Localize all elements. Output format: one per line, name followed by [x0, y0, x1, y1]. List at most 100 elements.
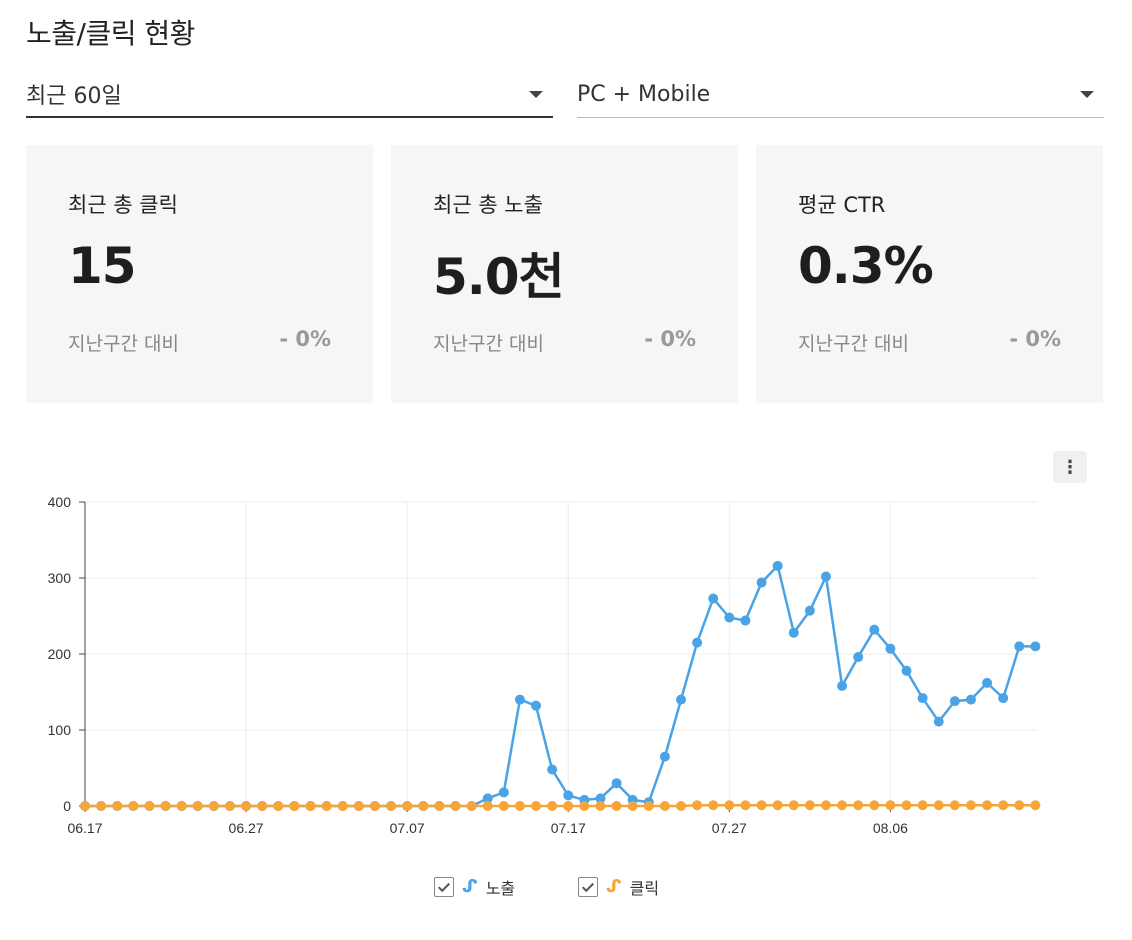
device-select-value: PC + Mobile — [577, 82, 711, 107]
stat-card-ctr: 평균 CTR 0.3% 지난구간 대비 - 0% — [756, 145, 1103, 403]
legend-impressions[interactable]: ᔑ 노출 — [434, 874, 515, 900]
data-point-clicks — [321, 801, 332, 811]
data-point-clicks — [80, 801, 90, 811]
data-point-impressions — [708, 593, 719, 604]
data-point-clicks — [595, 801, 606, 811]
data-point-clicks — [369, 801, 380, 811]
data-point-impressions — [547, 764, 558, 775]
data-point-impressions — [901, 665, 912, 676]
data-point-clicks — [337, 801, 348, 811]
data-point-impressions — [788, 627, 799, 638]
data-point-clicks — [1030, 800, 1041, 811]
line-series-icon: ᔑ — [606, 877, 622, 897]
data-point-clicks — [853, 800, 864, 811]
data-point-clicks — [885, 800, 896, 811]
data-point-impressions — [965, 694, 976, 705]
y-tick-label: 100 — [48, 722, 72, 738]
stat-compare-label: 지난구간 대비 — [798, 333, 909, 355]
data-point-clicks — [498, 801, 509, 811]
data-point-clicks — [692, 800, 703, 811]
data-point-clicks — [627, 801, 638, 811]
stat-delta: - 0% — [1009, 327, 1061, 351]
more-vertical-icon: ⋮ — [1061, 456, 1079, 478]
stat-value: 5.0천 — [433, 248, 565, 306]
data-point-clicks — [450, 801, 461, 811]
stat-label: 평균 CTR — [798, 193, 886, 217]
data-point-impressions — [676, 694, 687, 705]
period-select[interactable]: 최근 60일 — [26, 72, 553, 118]
data-point-clicks — [434, 801, 445, 811]
data-point-impressions — [998, 693, 1009, 704]
series-line-impressions — [85, 564, 1036, 808]
data-point-impressions — [756, 577, 767, 588]
data-point-clicks — [466, 801, 477, 811]
data-point-impressions — [514, 694, 525, 705]
stat-card-impressions: 최근 총 노출 5.0천 지난구간 대비 - 0% — [391, 145, 738, 403]
data-point-clicks — [160, 801, 171, 811]
data-point-clicks — [386, 801, 397, 811]
data-point-clicks — [676, 801, 687, 811]
data-point-clicks — [289, 801, 300, 811]
data-point-impressions — [772, 560, 783, 571]
y-tick-label: 400 — [48, 494, 72, 510]
data-point-clicks — [514, 801, 525, 811]
data-point-impressions — [885, 643, 896, 654]
data-point-clicks — [531, 801, 542, 811]
x-tick-label: 07.27 — [712, 820, 747, 836]
data-point-impressions — [595, 793, 606, 804]
data-point-impressions — [659, 751, 670, 762]
legend-label: 클릭 — [629, 879, 660, 898]
data-point-impressions — [724, 612, 735, 623]
data-point-impressions — [1030, 641, 1041, 652]
data-point-impressions — [820, 571, 831, 582]
x-tick-label: 07.07 — [390, 820, 425, 836]
data-point-clicks — [756, 800, 767, 811]
data-point-clicks — [708, 800, 719, 811]
legend-label: 노출 — [485, 879, 516, 898]
device-select[interactable]: PC + Mobile — [577, 72, 1104, 118]
impressions-clicks-chart: 0 100 200 300 400 06.17 06.27 07.07 07.17 07.27 08… — [48, 494, 1041, 836]
data-point-clicks — [482, 801, 493, 811]
y-tick-label: 300 — [48, 570, 72, 586]
stat-value: 0.3% — [798, 237, 934, 295]
data-point-clicks — [241, 801, 252, 811]
data-point-impressions — [1014, 641, 1025, 652]
data-point-clicks — [305, 801, 316, 811]
data-point-clicks — [112, 801, 123, 811]
data-point-clicks — [144, 801, 155, 811]
data-point-clicks — [96, 801, 107, 811]
page-title: 노출/클릭 현황 — [26, 17, 195, 50]
data-point-clicks — [804, 800, 815, 811]
checkbox-icon[interactable] — [578, 877, 598, 897]
x-tick-label: 06.27 — [229, 820, 264, 836]
data-point-impressions — [740, 615, 751, 626]
data-point-clicks — [273, 801, 284, 811]
x-tick-label: 08.06 — [873, 820, 908, 836]
data-point-clicks — [1014, 800, 1025, 811]
x-tick-label: 07.17 — [551, 820, 586, 836]
chevron-down-icon — [529, 90, 543, 98]
line-series-icon: ᔑ — [462, 877, 478, 897]
checkbox-icon[interactable] — [434, 877, 454, 897]
data-point-impressions — [837, 680, 848, 691]
data-point-impressions — [869, 624, 880, 635]
data-point-clicks — [740, 800, 751, 811]
stat-label: 최근 총 클릭 — [68, 193, 178, 217]
data-point-impressions — [804, 605, 815, 616]
data-point-impressions — [982, 677, 993, 688]
stat-value: 15 — [68, 237, 137, 295]
stat-card-clicks: 최근 총 클릭 15 지난구간 대비 - 0% — [26, 145, 373, 403]
data-point-impressions — [563, 790, 574, 801]
chart-menu-button[interactable]: ⋮ — [1053, 451, 1087, 483]
data-point-clicks — [917, 800, 928, 811]
data-point-clicks — [353, 801, 364, 811]
stat-label: 최근 총 노출 — [433, 193, 543, 217]
data-point-clicks — [982, 800, 993, 811]
stat-delta: - 0% — [644, 327, 696, 351]
data-point-clicks — [949, 800, 960, 811]
data-point-clicks — [563, 801, 574, 811]
data-point-impressions — [482, 793, 493, 804]
x-tick-label: 06.17 — [67, 820, 102, 836]
legend-clicks[interactable]: ᔑ 클릭 — [578, 874, 659, 900]
chevron-down-icon — [1080, 91, 1094, 98]
